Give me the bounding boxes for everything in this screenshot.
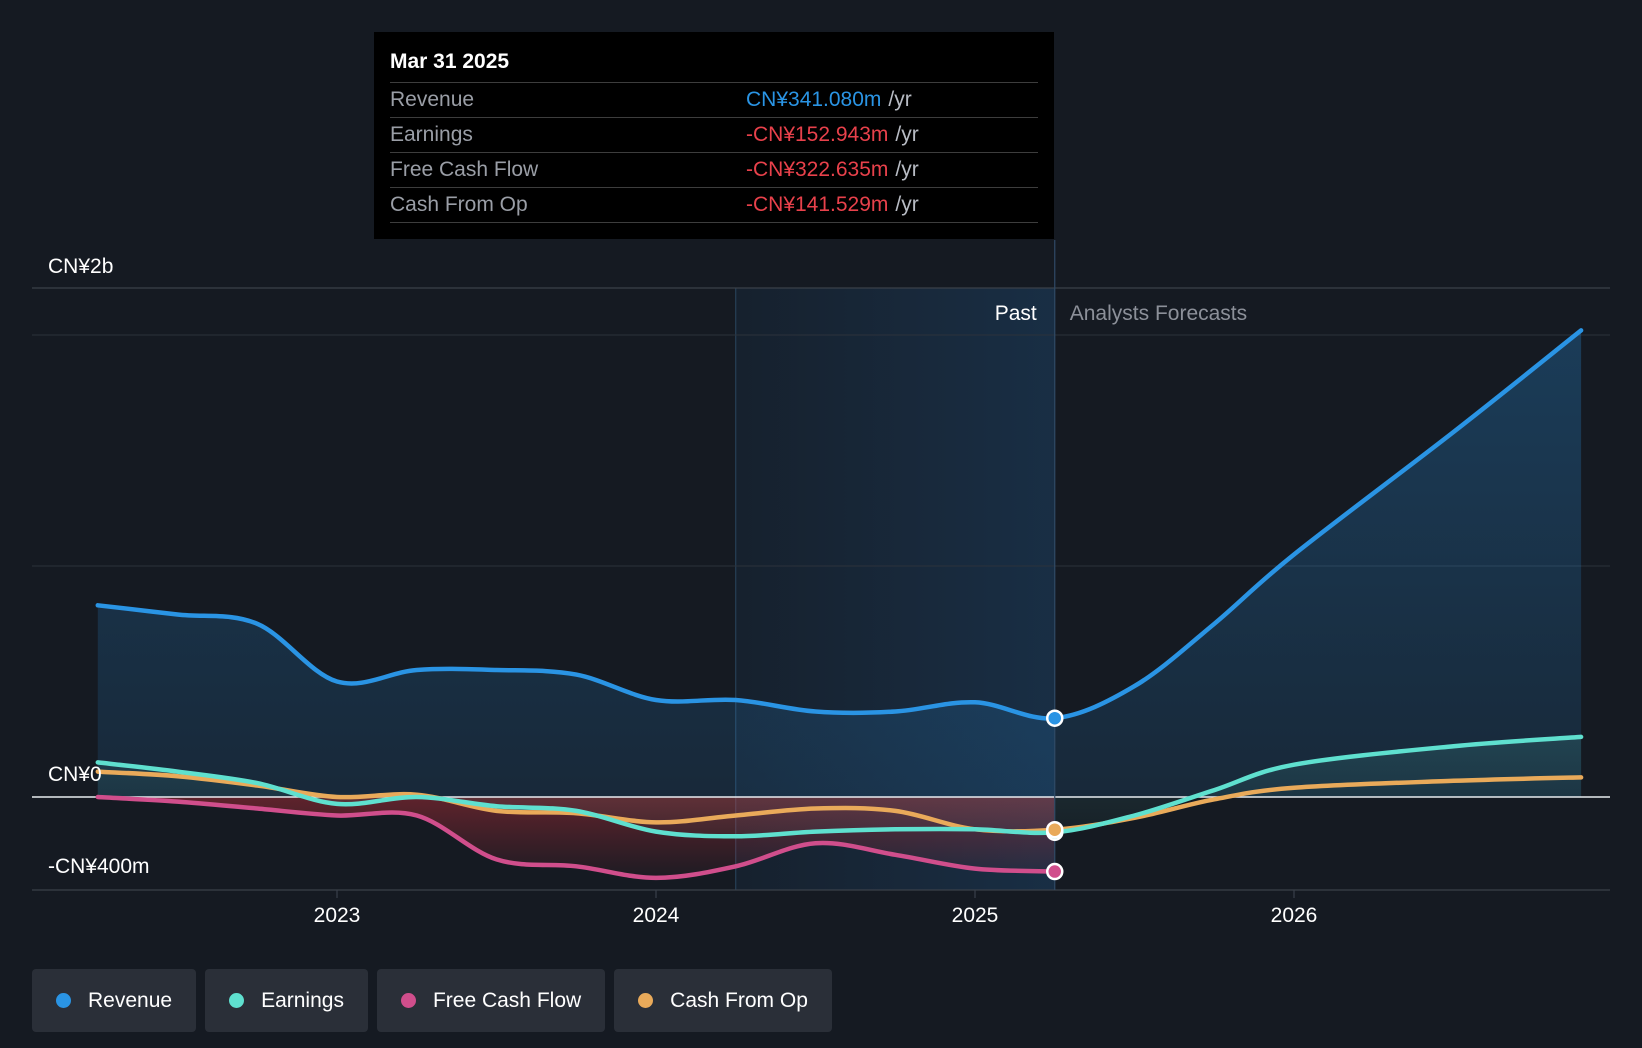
tooltip-unit: /yr: [888, 88, 912, 111]
free-cash-flow-marker: [1046, 862, 1064, 881]
tooltip: Mar 31 2025 Revenue CN¥341.080m /yr Earn…: [374, 32, 1054, 239]
tooltip-unit: /yr: [895, 158, 919, 181]
legend-dot-icon: [229, 993, 245, 1008]
tooltip-date: Mar 31 2025: [390, 50, 510, 73]
tooltip-value: -CN¥141.529m: [746, 193, 889, 216]
revenue-marker: [1046, 709, 1064, 727]
free-cash-flow-line: [95, 794, 1058, 881]
legend-item-revenue[interactable]: Revenue: [32, 969, 197, 1032]
tooltip-row-earnings: Earnings -CN¥152.943m /yr: [390, 117, 1038, 152]
legend-item-free-cash-flow[interactable]: Free Cash Flow: [376, 969, 606, 1032]
tooltip-unit: /yr: [895, 193, 919, 216]
x-tick-label: 2026: [1271, 904, 1318, 927]
tooltip-row-cash-from-op: Cash From Op -CN¥141.529m /yr: [390, 187, 1038, 223]
legend-label: Earnings: [261, 988, 344, 1012]
tooltip-label: Earnings: [390, 123, 473, 146]
y-tick-label-top: CN¥2b: [48, 255, 113, 278]
past-label: Past: [995, 302, 1037, 325]
legend-dot-icon: [638, 993, 654, 1008]
cash-from-op-marker: [1046, 820, 1064, 839]
y-tick-label-zero: CN¥0: [48, 763, 102, 786]
legend-label: Cash From Op: [670, 988, 808, 1012]
legend-dot-icon: [400, 993, 416, 1008]
legend-item-cash-from-op[interactable]: Cash From Op: [614, 969, 832, 1032]
legend: Revenue Earnings Free Cash Flow Cash Fro…: [32, 969, 832, 1032]
revenue-area: [97, 330, 1582, 797]
legend-label: Free Cash Flow: [432, 988, 582, 1012]
y-tick-label-bottom: -CN¥400m: [48, 855, 150, 878]
forecast-label: Analysts Forecasts: [1070, 302, 1247, 325]
earnings-line: [95, 734, 1584, 839]
revenue-line: [95, 328, 1584, 721]
tooltip-value: CN¥341.080m: [746, 88, 882, 111]
x-tick-label: 2023: [314, 904, 361, 927]
cash-from-op-line: [95, 769, 1584, 834]
tooltip-label: Revenue: [390, 88, 475, 111]
tooltip-label: Cash From Op: [390, 193, 528, 216]
legend-item-earnings[interactable]: Earnings: [205, 969, 368, 1032]
x-tick-label: 2024: [633, 904, 680, 927]
tooltip-value: -CN¥152.943m: [746, 123, 889, 146]
legend-label: Revenue: [88, 988, 173, 1012]
tooltip-unit: /yr: [895, 123, 919, 146]
tooltip-row-revenue: Revenue CN¥341.080m /yr: [390, 82, 1038, 117]
tooltip-row-free-cash-flow: Free Cash Flow -CN¥322.635m /yr: [390, 152, 1038, 187]
legend-dot-icon: [56, 993, 71, 1008]
x-tick-label: 2025: [952, 904, 999, 927]
tooltip-value: -CN¥322.635m: [746, 158, 889, 181]
tooltip-label: Free Cash Flow: [390, 158, 539, 181]
